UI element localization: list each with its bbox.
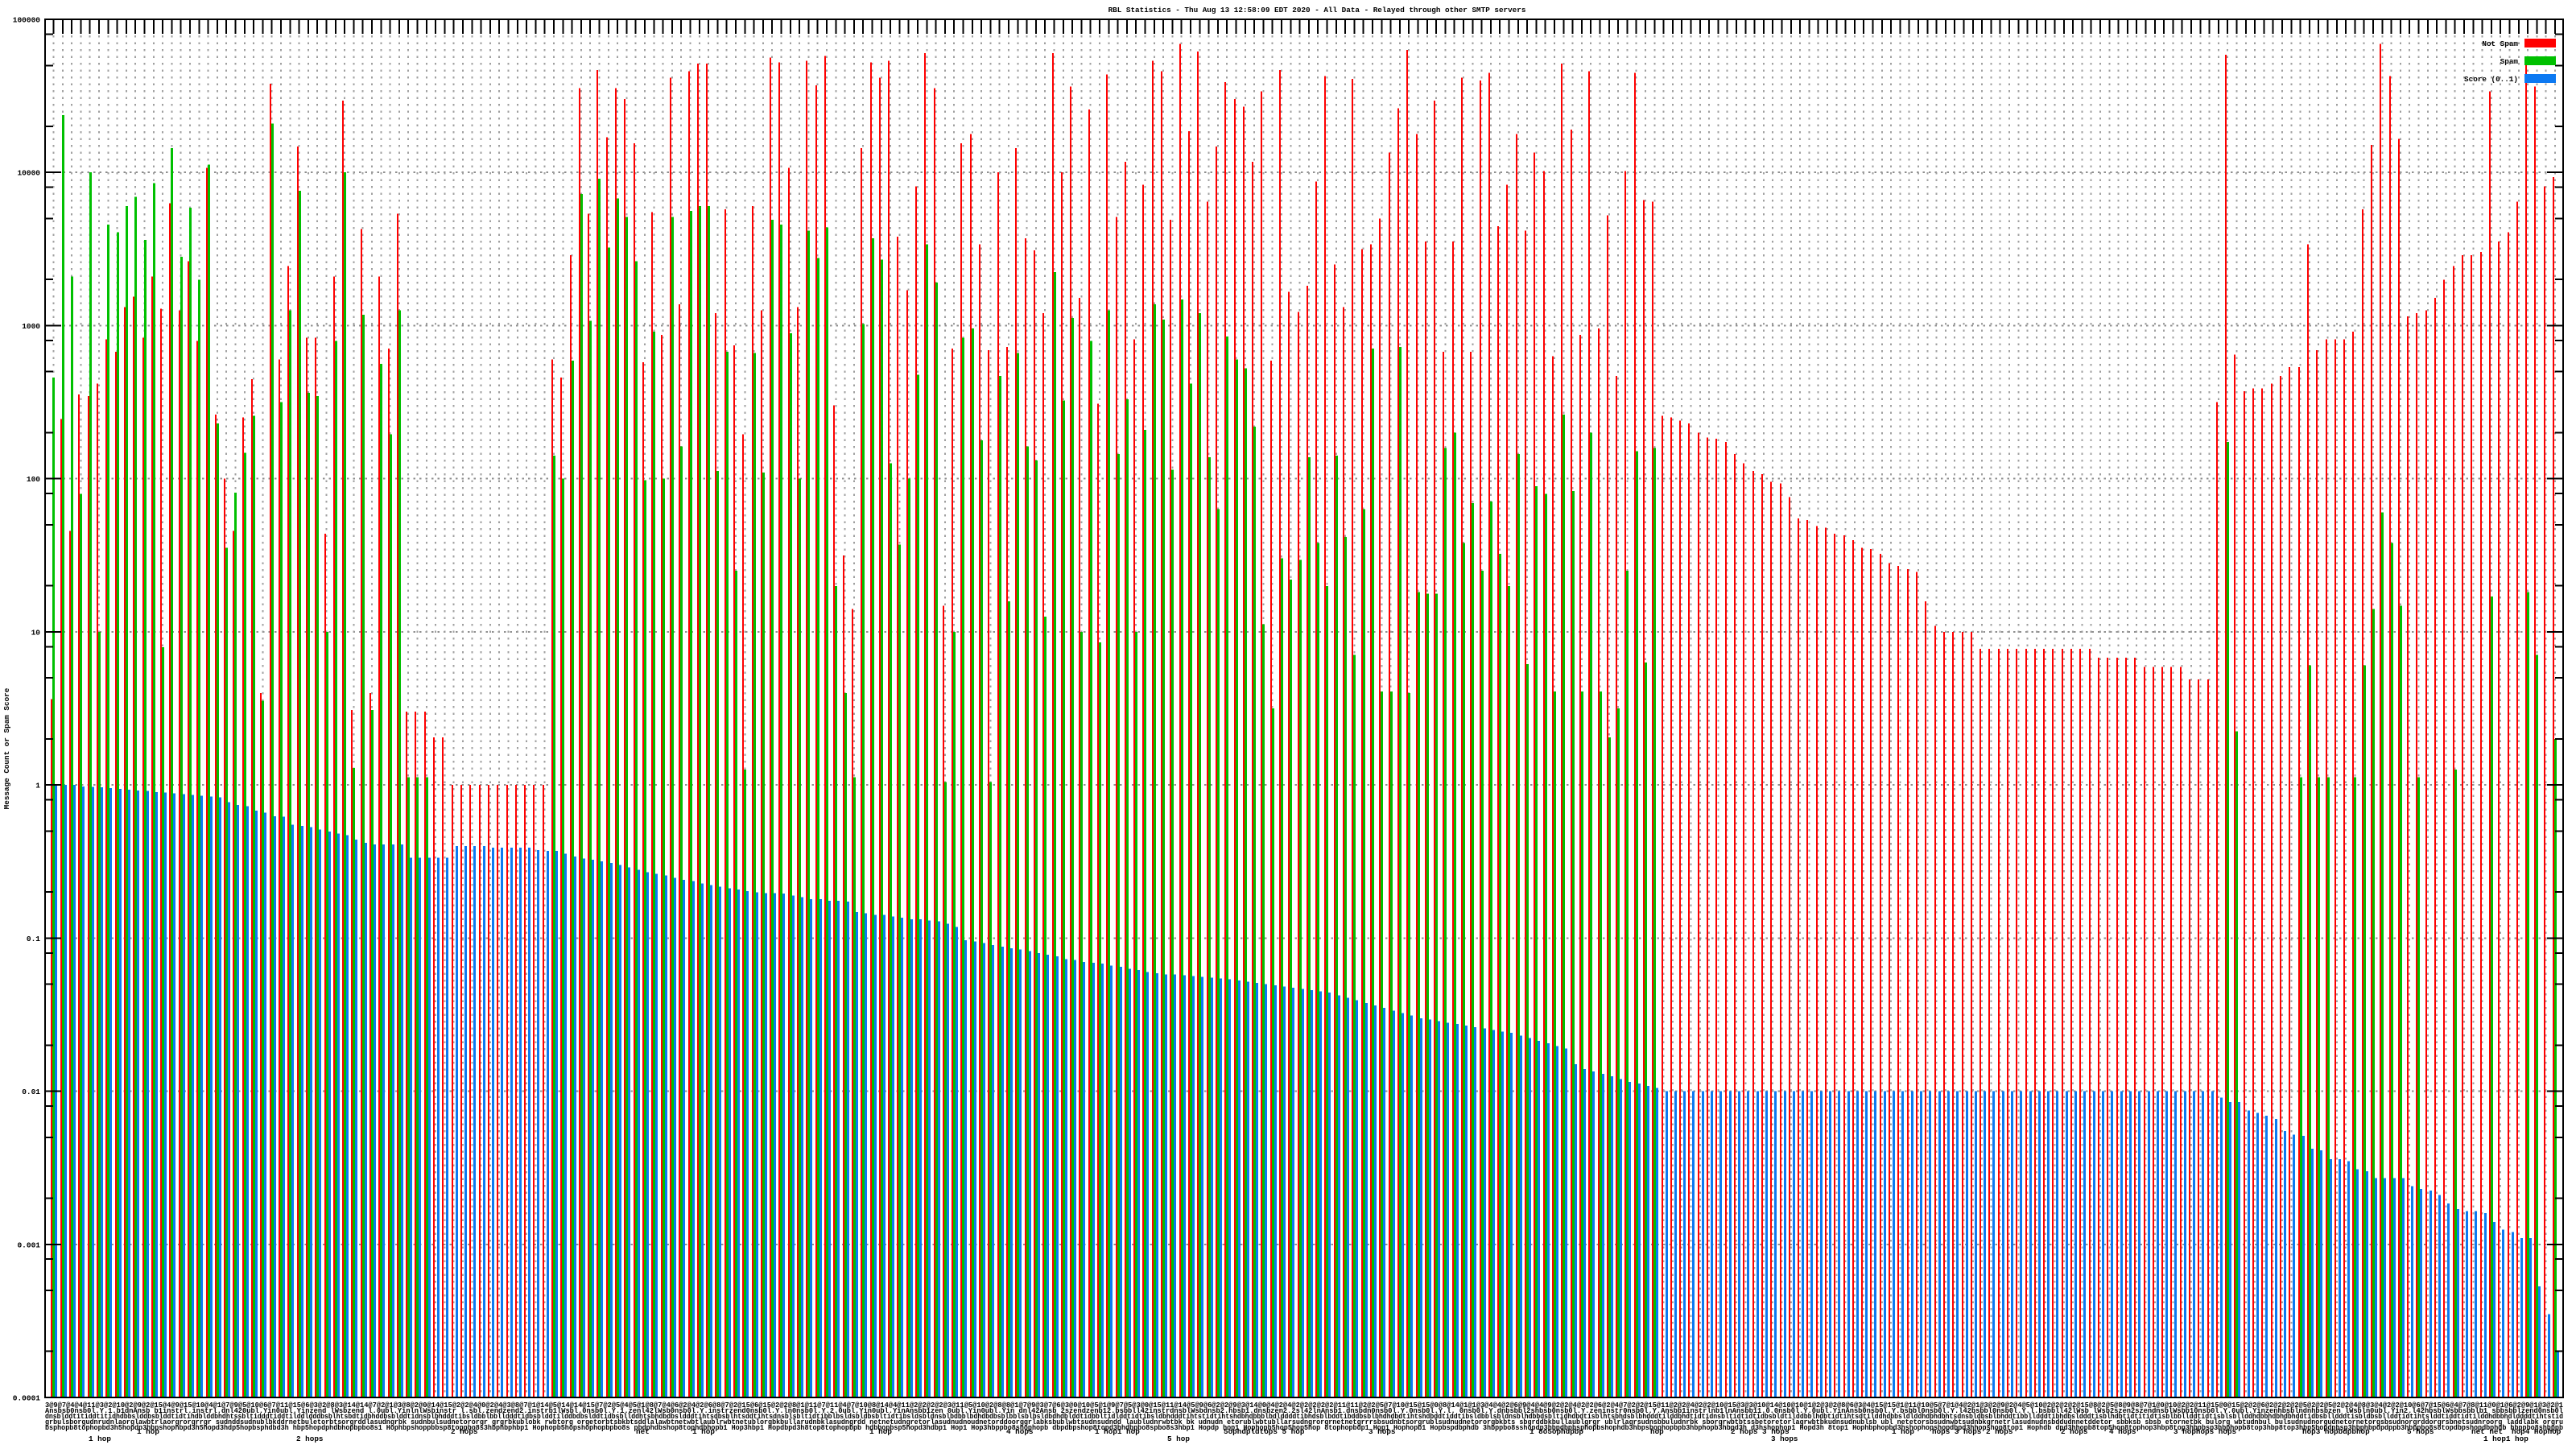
- svg-text:1 hop: 1 hop: [692, 1427, 715, 1436]
- svg-text:4 hops: 4 hops: [1006, 1427, 1034, 1436]
- svg-text:2 hops: 2 hops: [2061, 1427, 2088, 1436]
- svg-text:3 hops: 3 hops: [1368, 1427, 1396, 1436]
- svg-text:100000: 100000: [13, 16, 41, 25]
- svg-text:1 hop1 hop: 1 hop1 hop: [2483, 1434, 2529, 1443]
- svg-text:10000: 10000: [17, 169, 40, 178]
- svg-text:2 hops: 2 hops: [296, 1434, 324, 1443]
- svg-text:0.0001: 0.0001: [13, 1394, 41, 1403]
- svg-text:hop: hop: [1650, 1427, 1664, 1436]
- svg-text:1 hop: 1 hop: [869, 1427, 892, 1436]
- svg-text:3 hophops hops: 3 hophops hops: [2174, 1427, 2237, 1436]
- svg-text:1000: 1000: [22, 322, 40, 331]
- svg-text:net net: net net: [2471, 1427, 2503, 1436]
- svg-text:net: net: [636, 1427, 650, 1436]
- svg-text:5 hops: 5 hops: [2407, 1427, 2434, 1436]
- svg-text:1 8o5ophdpbp: 1 8o5ophdpbp: [1530, 1427, 1583, 1436]
- svg-text:RBL Statistics - Thu Aug 13 12: RBL Statistics - Thu Aug 13 12:58:09 EDT…: [1108, 6, 1526, 14]
- svg-text:bsphopb8tophopbd3h5hopdp3hbpsh: bsphopb8tophopbd3h5hopdp3hbpshophbpd3h5h…: [45, 1423, 2563, 1432]
- svg-text:0.1: 0.1: [27, 935, 40, 943]
- svg-text:5 hop: 5 hop: [1167, 1434, 1190, 1443]
- svg-text:Score (0..1): Score (0..1): [2464, 75, 2518, 84]
- svg-text:2 hops 3 hops: 2 hops 3 hops: [1731, 1427, 1790, 1436]
- svg-text:1: 1: [35, 782, 40, 790]
- svg-text:1 hop: 1 hop: [137, 1427, 159, 1436]
- svg-text:1 hop: 1 hop: [1892, 1427, 1914, 1436]
- svg-text:hop3 hopbdpbhop: hop3 hopbdpbhop: [2302, 1427, 2370, 1436]
- svg-text:Ansbsb0nsb0l.Y.1.b1dnAnsb b1in: Ansbsb0nsb0l.Y.1.b1dnAnsb b1instrl.instr…: [45, 1406, 2563, 1415]
- svg-text:5ophdpldtops 5 hop: 5ophdpldtops 5 hop: [1224, 1427, 1305, 1436]
- svg-text:dnsblddtitiddtitidhdbbslddbsbl: dnsblddtitiddtitidhdbbslddbsblddtidtihdb…: [45, 1412, 2563, 1421]
- svg-text:Not Spam: Not Spam: [2482, 39, 2518, 48]
- svg-text:Spam: Spam: [2500, 57, 2519, 66]
- svg-text:grbulsborgudnrudnlaorglawbtrla: grbulsborgudnrudnlaorglawbtrlaorgrorgrrg…: [45, 1418, 2563, 1426]
- svg-text:3@9@7@4@4@11@3@2@10@2@9@2@15@4: 3@9@7@4@4@11@3@2@10@2@9@2@15@4@9@15@10@4…: [45, 1401, 2563, 1410]
- svg-text:3 hops: 3 hops: [1771, 1434, 1798, 1443]
- svg-text:100: 100: [27, 475, 40, 484]
- svg-text:hops 3 hops 2 hops: hops 3 hops 2 hops: [1932, 1427, 2013, 1436]
- svg-text:0.001: 0.001: [17, 1240, 40, 1249]
- svg-text:1 hop: 1 hop: [89, 1434, 111, 1443]
- svg-text:Message Count or Spam Score: Message Count or Spam Score: [2, 687, 11, 809]
- svg-text:1 hop1 hop: 1 hop1 hop: [1095, 1427, 1140, 1436]
- svg-text:4 hops: 4 hops: [2109, 1427, 2136, 1436]
- svg-text:2 hops: 2 hops: [451, 1427, 478, 1436]
- svg-text:0.01: 0.01: [22, 1088, 40, 1096]
- svg-text:hop4 Hophop: hop4 Hophop: [2512, 1427, 2562, 1436]
- svg-text:10: 10: [31, 628, 41, 637]
